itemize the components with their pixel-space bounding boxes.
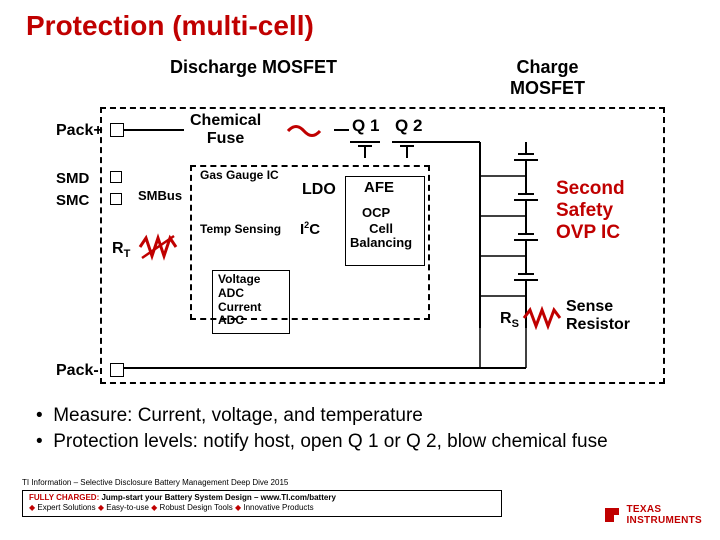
gas-gauge-ic-label: Gas Gauge IC	[200, 168, 279, 182]
bullet-2: • Protection levels: notify host, open Q…	[36, 430, 676, 454]
temp-sensing-label: Temp Sensing	[200, 222, 281, 236]
pack-plus-label: Pack+	[56, 122, 103, 140]
ti-info-line: TI Information – Selective Disclosure Ba…	[22, 478, 288, 487]
rt-label: RT	[112, 240, 130, 260]
sense-resistor-icon	[522, 306, 562, 330]
second-safety-label: Second Safety OVP IC	[556, 178, 625, 244]
pack-minus-terminal	[110, 363, 124, 377]
smc-terminal	[110, 193, 122, 205]
footer-box: FULLY CHARGED: Jump-start your Battery S…	[22, 490, 502, 517]
fully-charged-red: FULLY CHARGED:	[29, 493, 99, 502]
pack-minus-label: Pack-	[56, 362, 99, 380]
ti-logo: TEXASINSTRUMENTS	[602, 504, 702, 526]
fully-charged-rest: Jump-start your Battery System Design – …	[99, 493, 336, 502]
page-title: Protection (multi-cell)	[26, 10, 314, 42]
discharge-mosfet-label: Discharge MOSFET	[170, 57, 337, 78]
rs-label: RS	[500, 310, 519, 330]
bullet-1: • Measure: Current, voltage, and tempera…	[36, 405, 423, 427]
footer-line2: ◆ Expert Solutions ◆ Easy-to-use ◆ Robus…	[29, 503, 314, 512]
afe-label: AFE	[364, 179, 394, 196]
cell-balancing-label: Cell Balancing	[350, 222, 412, 251]
charge-mosfet-label: Charge MOSFET	[510, 57, 585, 99]
ldo-label: LDO	[302, 181, 336, 199]
ocp-label: OCP	[362, 205, 390, 220]
voltage-adc-label: VoltageADCCurrentADC	[218, 273, 261, 328]
smbus-label: SMBus	[138, 188, 182, 203]
smd-label: SMD	[56, 170, 89, 187]
sense-resistor-label: Sense Resistor	[566, 298, 630, 333]
i2c-label: I2C	[300, 220, 320, 238]
smd-terminal	[110, 171, 122, 183]
pack-plus-terminal	[110, 123, 124, 137]
thermistor-icon	[136, 232, 186, 262]
smc-label: SMC	[56, 192, 89, 209]
